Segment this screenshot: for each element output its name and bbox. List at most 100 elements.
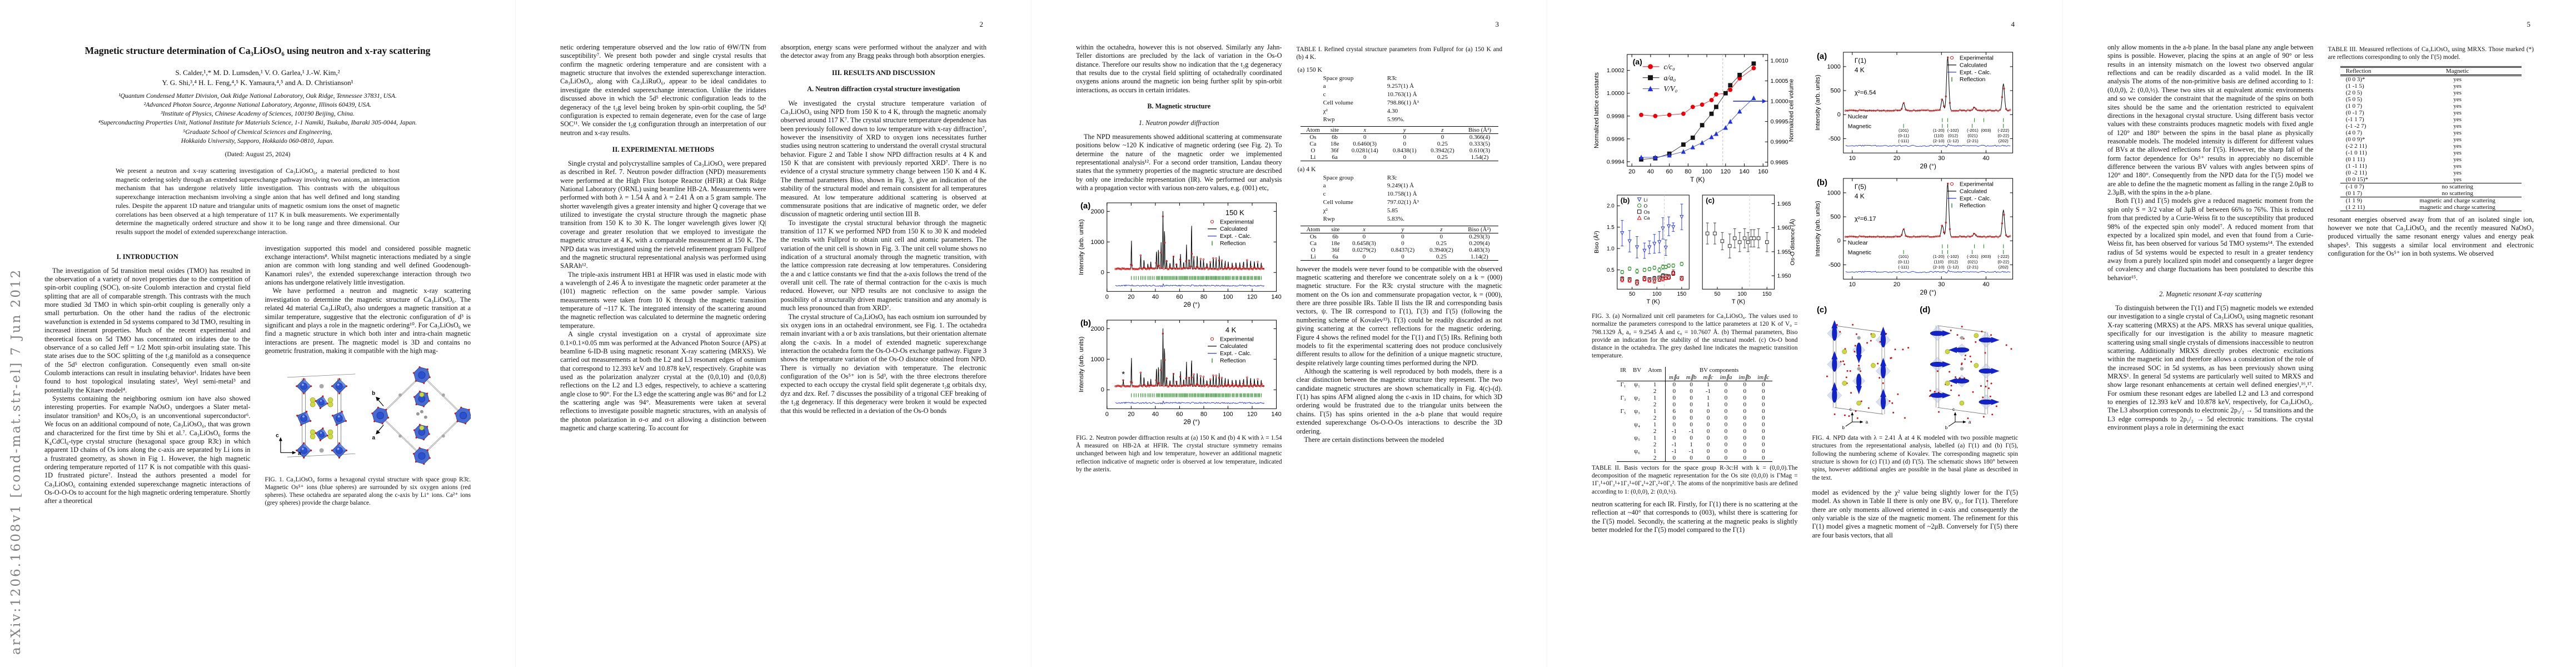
affiliation-line: ⁴Superconducting Properties Unit, Nation…: [98, 119, 417, 127]
svg-text:80: 80: [1200, 293, 1207, 300]
svg-text:2θ (°): 2θ (°): [1920, 162, 1936, 170]
svg-text:1.0: 1.0: [1607, 246, 1615, 252]
paragraph: To investigate the crystal structural be…: [780, 218, 987, 312]
svg-text:Calculated: Calculated: [1959, 62, 1987, 68]
svg-text:(c): (c): [1816, 305, 1826, 315]
svg-text:Experimental: Experimental: [1959, 181, 1993, 187]
svg-text:500: 500: [1830, 87, 1840, 94]
svg-text:c: c: [276, 433, 279, 439]
svg-text:Intensity (arb. units): Intensity (arb. units): [1078, 219, 1085, 275]
svg-text:Reflection: Reflection: [1220, 241, 1246, 247]
svg-text:(b): (b): [1816, 178, 1827, 187]
fig4-panel(b): 10 20 30 40 -500 0 500 1000 2θ (°) Intensity (arb…: [1814, 178, 2013, 296]
svg-text:100: 100: [1223, 293, 1233, 300]
svg-text:0: 0: [1101, 269, 1104, 276]
svg-text:1.0000: 1.0000: [1607, 91, 1625, 97]
affiliations: ¹Quantum Condensed Matter Division, Oak …: [44, 92, 471, 146]
svg-text:Calculated: Calculated: [1959, 188, 1987, 195]
svg-text:Γ(5): Γ(5): [1854, 183, 1866, 191]
svg-text:50: 50: [1629, 291, 1636, 297]
page-3: 3 within the octahedra, however this is …: [1031, 0, 1547, 667]
paragraph: resonant energies observed away from tha…: [2328, 215, 2534, 257]
page2-left-column: netic ordering temperature observed and …: [560, 43, 766, 432]
svg-text:2000: 2000: [1090, 325, 1104, 332]
svg-text:a: a: [1968, 420, 1971, 425]
svg-text:0: 0: [1105, 293, 1109, 300]
svg-text:Li: Li: [1644, 197, 1648, 202]
table-t1: TABLE I. Refined crystal structure param…: [1297, 46, 1502, 261]
svg-text:10: 10: [1848, 281, 1855, 288]
svg-text:140: 140: [1739, 168, 1749, 175]
svg-text:0: 0: [1101, 386, 1104, 393]
svg-text:1000: 1000: [1090, 238, 1104, 245]
figure-fig4: 10 20 30 40 -500 0 500 1000 2θ (°) Intensity (arb…: [1812, 47, 2019, 431]
paragraph: only allow moments in the a-b plane. In …: [2107, 43, 2314, 197]
svg-text:(2-21): (2-21): [1967, 138, 1979, 143]
svg-text:(0-11): (0-11): [1897, 260, 1909, 265]
table3-caption: TABLE III. Measured reflections of Ca₃Li…: [2328, 46, 2534, 61]
svg-text:(2-10): (2-10): [1933, 138, 1945, 143]
svg-text:0: 0: [1837, 112, 1840, 118]
fig4-spin-structures: (c) c a b (d) c a b: [1816, 305, 2012, 430]
table1-atoms: Atom site x y z Biso (Å²) Os 6b 0 0 0 0.366(4) Ca 18e…: [1300, 126, 1498, 161]
svg-text:(a): (a): [1080, 201, 1090, 210]
affiliation-line: ³Institute of Physics, Chinese Academy o…: [161, 110, 355, 118]
svg-text:(101): (101): [1898, 128, 1909, 133]
author-line-2: Y. G. Shi,³,⁴ H. L. Feng,⁴,⁵ K. Yamaura,…: [162, 78, 353, 87]
figure-caption: FIG. 1. Ca₃LiOsO₆ forms a hexagonal crys…: [265, 476, 471, 507]
svg-text:1.0010: 1.0010: [1771, 58, 1788, 64]
figure-caption: FIG. 4. NPD data with λ = 2.41 Å at 4 K …: [1812, 435, 2019, 481]
paragraph: Both Γ(1) and Γ(5) models give a reduced…: [2107, 197, 2314, 282]
svg-text:100: 100: [1223, 411, 1233, 417]
paragraph: We investigated the crystal structure te…: [780, 99, 987, 218]
fig1-crystal-structure: c a b a: [276, 366, 471, 465]
svg-text:20: 20: [1628, 168, 1635, 175]
affiliation-line: Hokkaido University, Sapporo, Hokkaido 0…: [181, 137, 335, 145]
svg-text:2θ (°): 2θ (°): [1183, 301, 1199, 308]
svg-text:(110): (110): [1934, 133, 1944, 138]
svg-text:120: 120: [1721, 168, 1731, 175]
subsubsection-heading: 1. Neutron powder diffraction: [1138, 119, 1219, 127]
table-t2: IR BV Atom BV components m∥a m∥b m∥c im∥a im∥b im…: [1592, 366, 1798, 496]
section-heading: II. EXPERIMENTAL METHODS: [612, 145, 714, 153]
table-t3: TABLE III. Measured reflections of Ca₃Li…: [2328, 46, 2534, 211]
svg-text:V/V₀: V/V₀: [1663, 84, 1677, 93]
svg-text:Experimental: Experimental: [1220, 336, 1254, 342]
svg-text:(110): (110): [1934, 260, 1944, 265]
svg-text:-500: -500: [1828, 136, 1840, 142]
figure-fig3: 20 40 60 80 100 120 140 160 0.9994 0.9996 0.9998 1.…: [1592, 47, 1798, 309]
svg-text:120: 120: [1247, 411, 1257, 417]
svg-text:Normalized cell volume: Normalized cell volume: [1788, 79, 1795, 142]
svg-text:(003): (003): [1981, 254, 1991, 259]
svg-text:150: 150: [1677, 291, 1687, 297]
svg-text:T (K): T (K): [1732, 298, 1745, 305]
svg-text:Reflection: Reflection: [1959, 203, 1985, 209]
svg-text:2θ (°): 2θ (°): [1920, 288, 1936, 296]
svg-text:a: a: [297, 451, 301, 457]
svg-text:(-222): (-222): [1997, 254, 2009, 259]
page-number: 3: [1495, 20, 1499, 28]
svg-text:60: 60: [1666, 168, 1673, 175]
page1-right-column: investigation supported this model and c…: [265, 245, 471, 514]
svg-text:0.9994: 0.9994: [1607, 159, 1625, 165]
table1-atoms: Atom site x y z Biso (Å²) Os 6b 0 0 0 0.293(3) Ca 18e…: [1300, 226, 1498, 261]
subsection-heading: B. Magnetic structure: [1147, 102, 1211, 111]
svg-text:(1-20): (1-20): [1933, 254, 1945, 259]
paragraph: To distinguish between the Γ(1) and Γ(5)…: [2107, 304, 2314, 432]
svg-text:0: 0: [1105, 411, 1109, 417]
svg-text:χ²=6.54: χ²=6.54: [1854, 89, 1876, 96]
svg-text:a/a₀: a/a₀: [1663, 73, 1676, 82]
svg-text:30: 30: [1938, 281, 1945, 288]
page-1: arXiv:1206.1608v1 [cond-mat.str-el] 7 Ju…: [0, 0, 515, 667]
table2-basis-vectors: IR BV Atom BV components m∥a m∥b m∥c im∥a im∥b im…: [1617, 366, 1773, 462]
svg-text:(-102): (-102): [1947, 128, 1959, 133]
svg-text:(2-10): (2-10): [1933, 265, 1945, 270]
svg-text:c/c₀: c/c₀: [1663, 62, 1675, 71]
svg-text:100: 100: [1652, 291, 1662, 297]
svg-text:4 K: 4 K: [1225, 326, 1237, 334]
svg-text:60: 60: [1176, 293, 1183, 300]
